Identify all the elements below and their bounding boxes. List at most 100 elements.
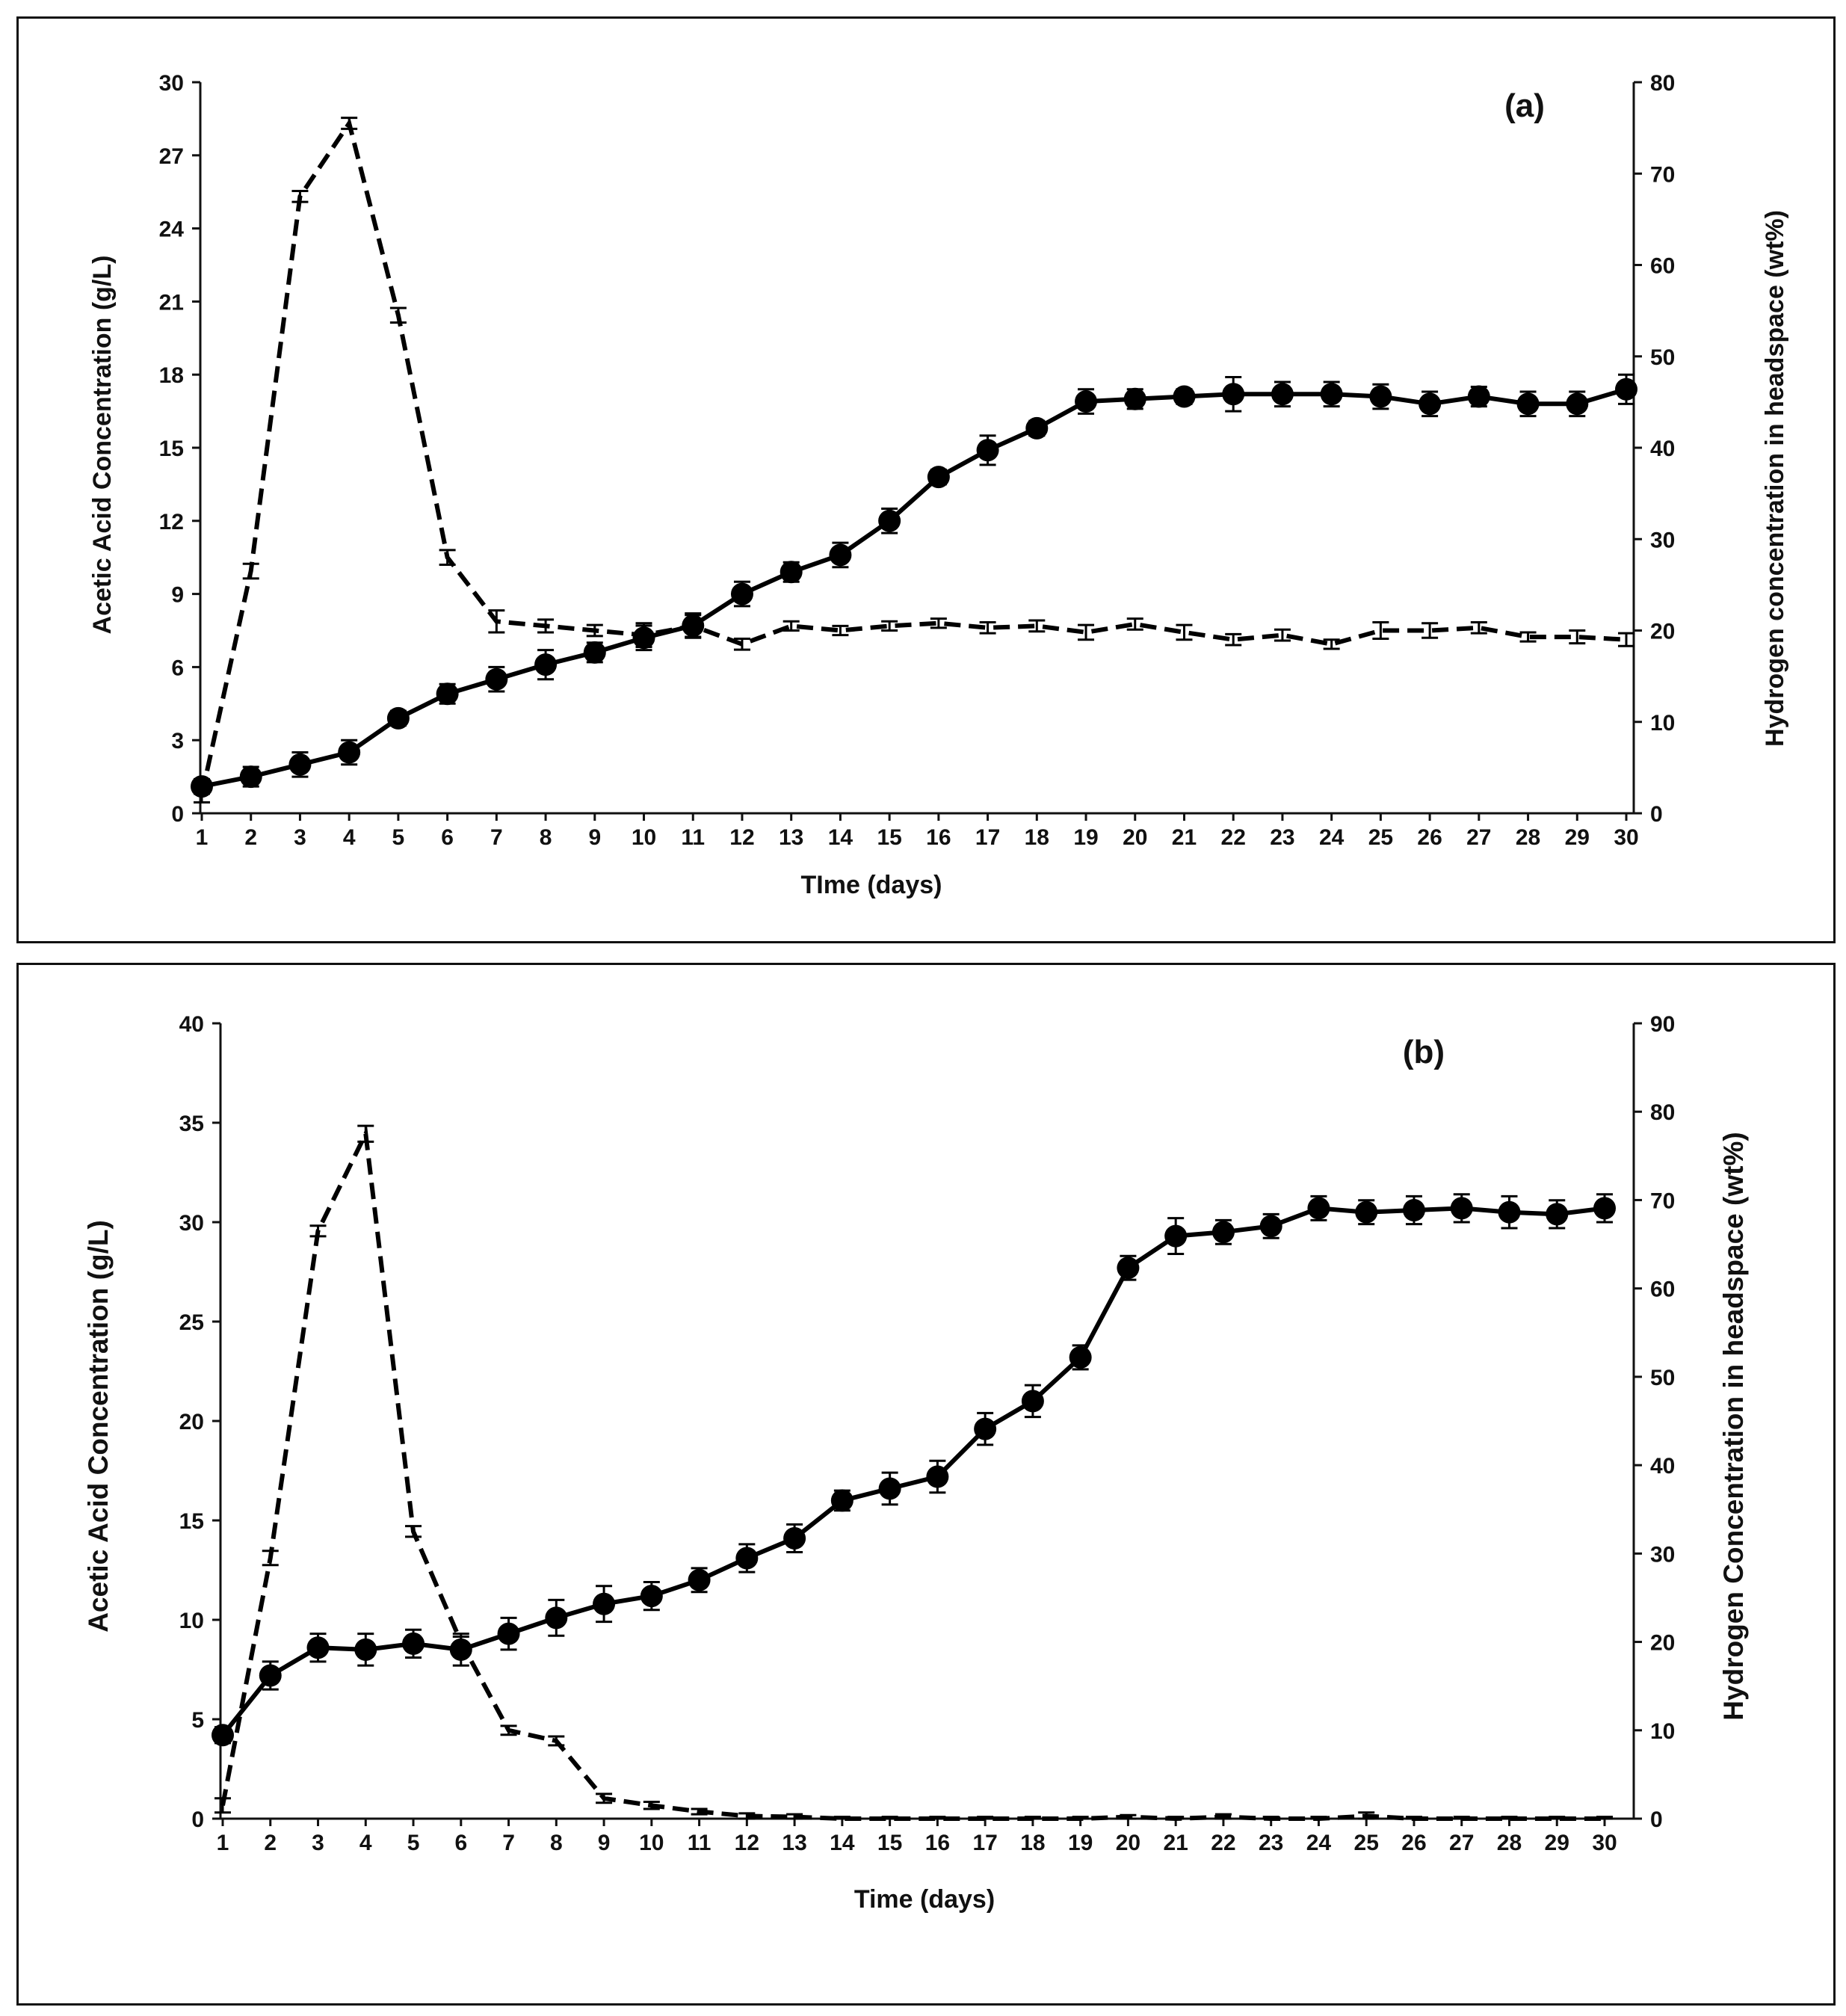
chart-b-hydrogen-error-bar (833, 1816, 851, 1820)
chart-b-acetic-data-point (783, 1526, 806, 1550)
chart-b-right-tick-label: 90 (1650, 1012, 1675, 1037)
chart-a-acetic-data-point (1222, 383, 1245, 406)
chart-a-x-tick-label: 18 (1025, 825, 1049, 850)
chart-b-left-tick-label: 30 (179, 1211, 204, 1236)
chart-b-acetic-data-point (545, 1606, 568, 1630)
chart-b-x-tick-label: 24 (1306, 1831, 1332, 1855)
chart-b-left-tick-label: 15 (179, 1509, 204, 1534)
chart-a-hydrogen-error-bar (1176, 623, 1193, 641)
chart-a-acetic-data-point (288, 753, 312, 776)
chart-b-acetic-data-point (1450, 1197, 1473, 1220)
chart-b-x-tick-label: 12 (735, 1831, 759, 1855)
chart-a-x-tick-label: 4 (343, 825, 356, 850)
chart-b-hydrogen-error-bar (1214, 1813, 1232, 1820)
chart-a-hydrogen-error-bar (1274, 628, 1291, 642)
chart-a-x-tick-label: 24 (1319, 825, 1345, 850)
chart-b-hydrogen-error-bar (1167, 1816, 1185, 1820)
chart-a-hydrogen-error-bar (930, 617, 947, 629)
chart-a-hydrogen-series-line (200, 117, 1627, 796)
chart-b-acetic-series-line (220, 1206, 1605, 1737)
chart-a-acetic-data-point (386, 706, 410, 730)
chart-a-x-tick-label: 28 (1516, 825, 1540, 850)
chart-a-x-tick-label: 15 (877, 825, 901, 850)
chart-b-hydrogen-error-bar (691, 1807, 708, 1816)
chart-a-acetic-data-point (878, 509, 901, 532)
chart-a-hydrogen-error-bar (1618, 632, 1634, 647)
chart-a-left-tick-label: 12 (159, 510, 184, 534)
chart-a-x-tick-label: 21 (1172, 825, 1197, 850)
chart-b-hydrogen-error-bar (1596, 1816, 1613, 1820)
chart-a-hydrogen-error-bar (242, 562, 259, 580)
chart-a-acetic-data-point (338, 741, 361, 764)
chart-b-hydrogen-error-bar (929, 1816, 946, 1820)
chart-b-hydrogen-error-bar (214, 1797, 231, 1814)
chart-b-right-tick-label: 70 (1650, 1189, 1675, 1213)
chart-a-left-axis-title: Acetic Acid Concentration (g/L) (88, 256, 117, 635)
chart-a-acetic-data-point (1320, 383, 1343, 406)
chart-a-acetic-data-point (1173, 385, 1196, 408)
chart-a-hydrogen-error-bar (881, 620, 898, 632)
chart-a-acetic-data-point (829, 543, 852, 567)
chart-b-x-tick-label: 4 (359, 1831, 372, 1855)
chart-b-x-tick-label: 6 (454, 1831, 467, 1855)
chart-b-left-tick-label: 20 (179, 1410, 204, 1434)
chart-b-x-tick-label: 19 (1068, 1831, 1093, 1855)
chart-b-right-tick-label: 0 (1650, 1807, 1663, 1832)
chart-b-hydrogen-error-bar (1024, 1816, 1041, 1820)
chart-a-left-tick-label: 27 (159, 144, 184, 169)
chart-b-hydrogen-error-bar (500, 1724, 517, 1736)
chart-a-acetic-data-point (1075, 390, 1098, 413)
chart-b-acetic-data-point (1021, 1390, 1044, 1413)
chart-b-left-tick-label: 10 (179, 1609, 204, 1633)
chart-a-hydrogen-error-bar (1470, 620, 1487, 635)
chart-b-acetic-data-point (1211, 1221, 1235, 1244)
chart-b-x-tick-label: 10 (639, 1831, 664, 1855)
chart-a-x-tick-label: 10 (632, 825, 656, 850)
chart-a-x-tick-label: 5 (392, 825, 405, 850)
chart-b-left-tick-label: 40 (179, 1012, 204, 1037)
chart-a-x-tick-label: 9 (588, 825, 601, 850)
chart-b-x-tick-label: 28 (1497, 1831, 1522, 1855)
chart-b-acetic-data-point (1307, 1197, 1330, 1220)
chart-b-x-tick-label: 15 (877, 1831, 902, 1855)
chart-a-hydrogen-error-bar (389, 306, 407, 324)
chart-b-acetic-data-point (402, 1632, 425, 1655)
chart-b-left-tick-label: 35 (179, 1112, 204, 1136)
chart-a-hydrogen-error-bar (1372, 620, 1389, 641)
chart-a-hydrogen-error-bar (586, 623, 603, 638)
chart-b-x-tick-label: 25 (1354, 1831, 1379, 1855)
chart-b-hydrogen-error-bar (452, 1635, 469, 1649)
chart-b-x-tick-label: 11 (688, 1831, 711, 1855)
chart-b-acetic-data-point (1259, 1215, 1282, 1238)
chart-b-hydrogen-error-bar (1549, 1816, 1566, 1820)
chart-a-x-tick-label: 19 (1073, 825, 1098, 850)
chart-a-hydrogen-error-bar (782, 620, 800, 632)
chart-a-hydrogen-error-bar (194, 786, 210, 804)
chart-b-acetic-data-point (974, 1417, 997, 1440)
chart-a-acetic-data-point (927, 466, 950, 489)
chart-b-x-tick-label: 9 (598, 1831, 611, 1855)
chart-a-x-tick-label: 25 (1368, 825, 1393, 850)
chart-a-acetic-data-point (1566, 392, 1589, 416)
chart-b-x-tick-label: 17 (972, 1831, 997, 1855)
chart-a-left-tick-label: 18 (159, 363, 184, 388)
chart-b-acetic-data-point (1355, 1200, 1378, 1224)
chart-b-x-tick-label: 21 (1163, 1831, 1188, 1855)
chart-b-hydrogen-error-bar (977, 1816, 994, 1820)
chart-a-acetic-data-point (534, 653, 558, 676)
chart-b-hydrogen-error-bar (1501, 1816, 1518, 1820)
chart-a-acetic-data-point (976, 439, 999, 462)
chart-a-left-tick-label: 15 (159, 437, 184, 461)
chart-b-acetic-data-point (1498, 1200, 1521, 1224)
chart-b-right-tick-label: 60 (1650, 1277, 1675, 1302)
chart-b-x-tick-label: 14 (830, 1831, 855, 1855)
chart-b-x-tick-label: 18 (1020, 1831, 1045, 1855)
panel-b-frame (16, 963, 1836, 2006)
chart-b-hydrogen-error-bar (881, 1816, 898, 1820)
chart-a-acetic-data-point (1516, 392, 1540, 416)
chart-b-hydrogen-error-bar (1310, 1816, 1327, 1820)
chart-b-hydrogen-error-bar (1405, 1816, 1422, 1820)
chart-b-x-tick-label: 26 (1401, 1831, 1426, 1855)
chart-b-left-tick-label: 0 (191, 1807, 204, 1832)
chart-a-left-tick-label: 6 (171, 656, 184, 680)
